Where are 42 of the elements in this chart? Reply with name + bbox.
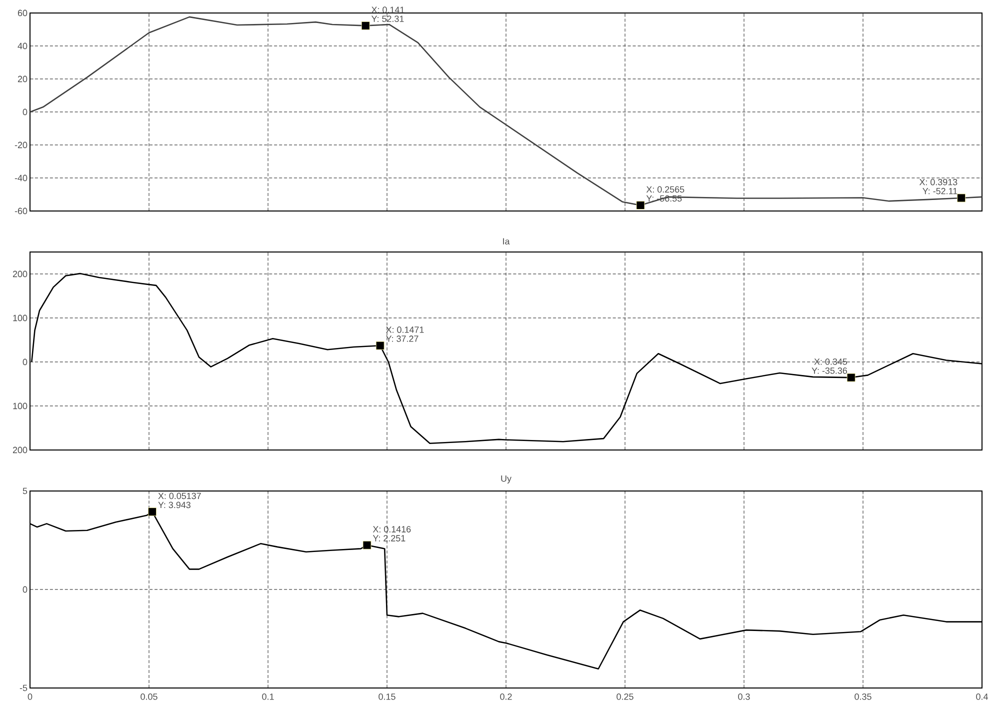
- point: [636, 201, 645, 210]
- y-tick-label: 100: [13, 314, 28, 322]
- annotation: X: 0.1471: [386, 326, 424, 333]
- x-tick-label: 0.35: [854, 694, 872, 700]
- y-tick-label: 100: [13, 402, 28, 410]
- y-tick-label: 0: [22, 358, 28, 366]
- y-tick-label: -20: [14, 142, 28, 148]
- x-tick-label: 0.4: [976, 694, 988, 700]
- annotation: Y: 3.943: [158, 502, 190, 508]
- y-tick-label: 5: [22, 488, 28, 494]
- y-tick-label: 60: [18, 10, 28, 16]
- annotation: X: 0.3913: [919, 178, 958, 186]
- annotation: Y: 37.27: [386, 336, 418, 342]
- annotation: X: 0.2565: [646, 186, 684, 193]
- point: [957, 194, 966, 202]
- x-tick-label: 0.3: [738, 694, 750, 700]
- y-tick-label: -60: [14, 208, 28, 214]
- annotation: Y: 52.31: [371, 16, 404, 22]
- x-tick-label: 0.25: [616, 694, 634, 700]
- annotation: Y: -35.36: [812, 367, 848, 374]
- y-tick-label: 0: [22, 586, 28, 593]
- y-tick-label: 20: [18, 76, 28, 82]
- annotation: Y: 2.251: [372, 535, 406, 542]
- x-tick-label: 0.05: [140, 694, 158, 700]
- annotation: X: 0.05137: [158, 492, 201, 500]
- y-tick-label: -40: [14, 174, 28, 182]
- chart-title: Uy: [501, 475, 512, 484]
- annotation: X: 0.141: [371, 6, 404, 13]
- annotation: X: 0.1416: [372, 526, 411, 532]
- chart-title: Ia: [503, 238, 510, 244]
- annotation: X: 0.345: [814, 358, 848, 365]
- x-tick-label: 0.2: [500, 694, 512, 700]
- y-tick-label: 0: [22, 108, 28, 116]
- x-tick-label: 0.15: [378, 694, 396, 700]
- x-tick-label: 0.1: [262, 694, 274, 700]
- annotation: Y: -52.11: [922, 188, 958, 194]
- y-tick-label: 40: [18, 42, 28, 50]
- point: [361, 21, 370, 30]
- x-tick-label: 0: [28, 694, 32, 700]
- y-tick-label: 200: [12, 270, 28, 278]
- y-tick-label: -5: [20, 684, 28, 692]
- y-tick-label: 200: [12, 446, 28, 454]
